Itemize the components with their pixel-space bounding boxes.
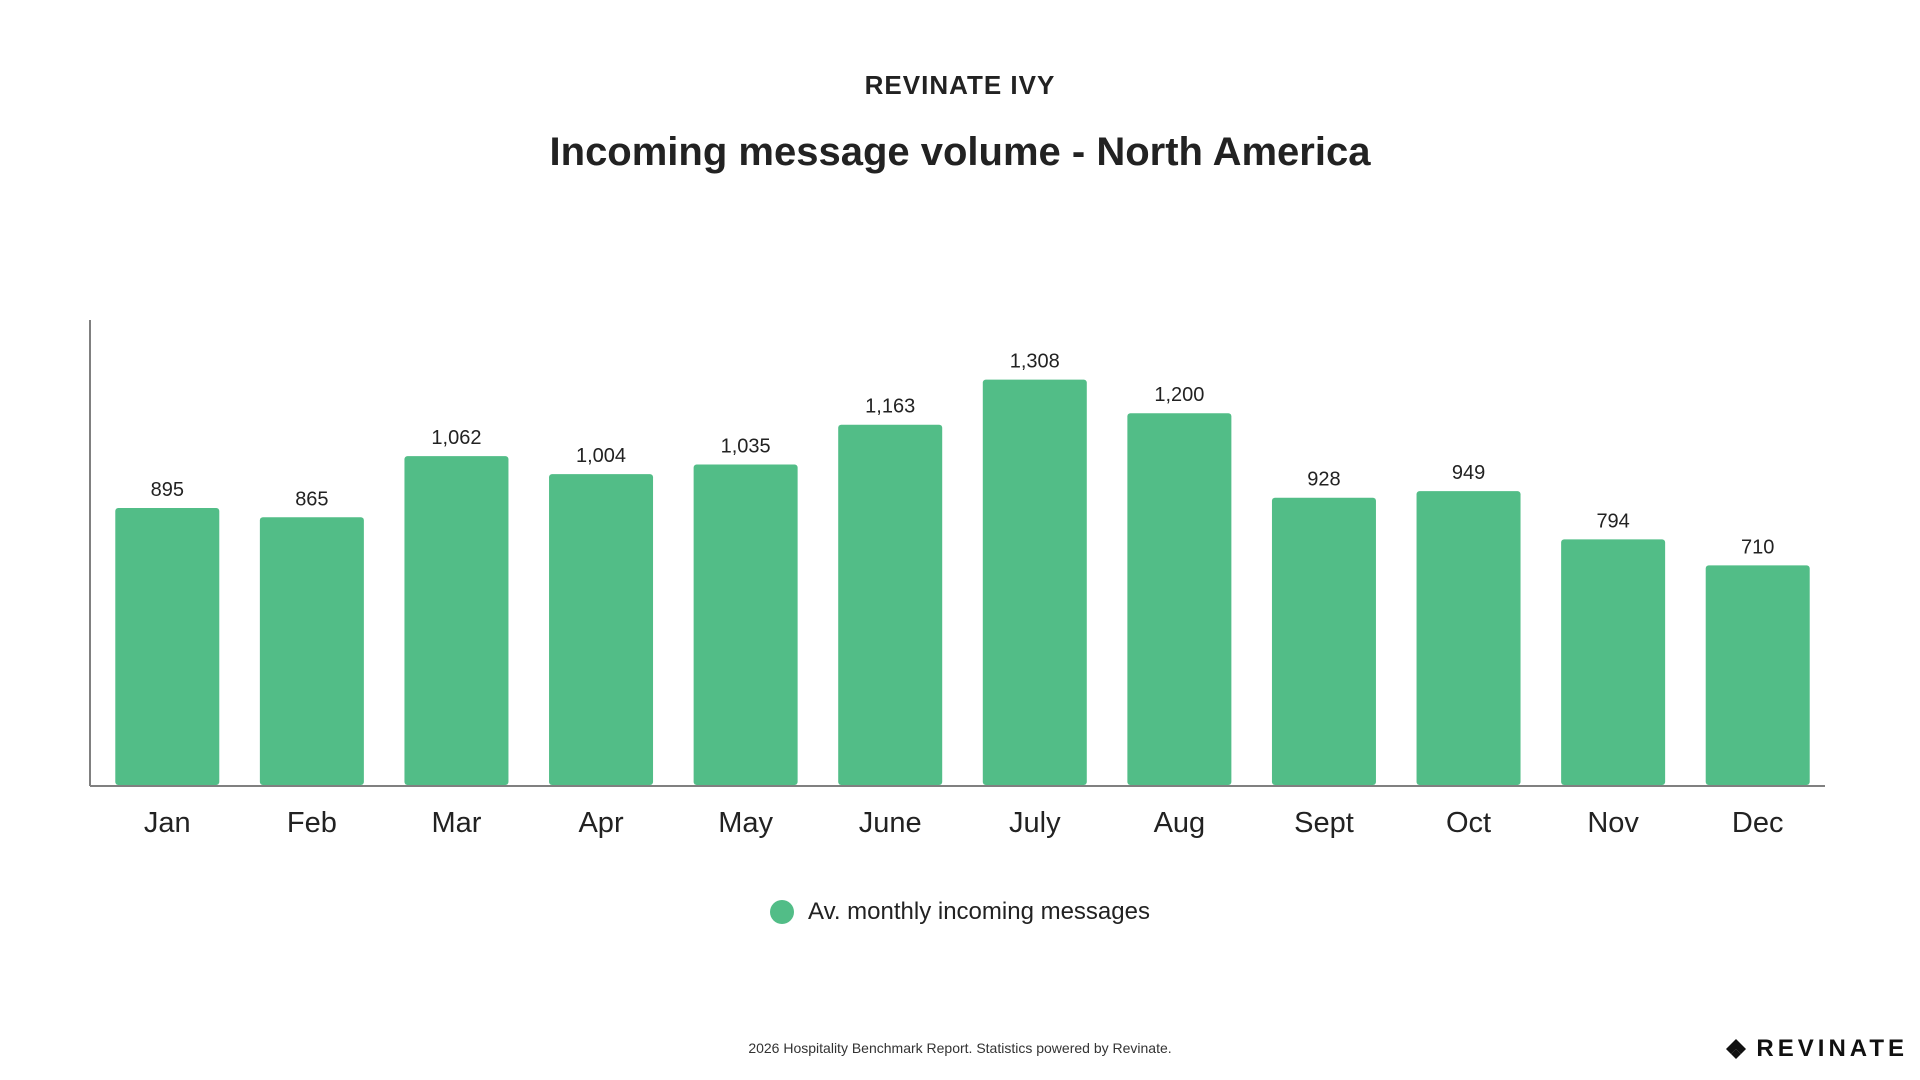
bar-may — [693, 464, 798, 785]
x-tick-label: June — [859, 807, 922, 839]
bar-mar — [404, 456, 509, 785]
bar-value-label: 1,308 — [1010, 351, 1060, 373]
x-tick-label: Aug — [1154, 807, 1206, 839]
bar-aug — [1127, 413, 1232, 785]
bar-value-label: 710 — [1741, 536, 1774, 558]
bar-value-label: 928 — [1307, 469, 1340, 491]
bars-group — [115, 379, 1810, 785]
chart-title: Incoming message volume - North America — [549, 130, 1371, 174]
bar-value-label: 949 — [1452, 462, 1485, 484]
bar-apr — [549, 474, 654, 785]
x-tick-label: Dec — [1732, 807, 1784, 839]
x-tick-label: Jan — [144, 807, 191, 839]
bar-value-label: 895 — [151, 479, 184, 501]
footer-logo-text: REVINATE — [1756, 1035, 1908, 1062]
chart-legend: Av. monthly incoming messages — [0, 898, 1920, 926]
bar-june — [838, 424, 943, 785]
legend-label: Av. monthly incoming messages — [808, 898, 1150, 925]
bar-nov — [1561, 539, 1666, 785]
x-tick-label: Apr — [578, 807, 623, 839]
legend-swatch — [770, 900, 795, 924]
bar-value-label: 1,004 — [576, 445, 626, 467]
x-tick-label: July — [1009, 807, 1061, 839]
bar-july — [982, 379, 1087, 785]
bar-value-label: 794 — [1596, 510, 1629, 532]
x-tick-labels-group: Jan Feb Mar Apr May June July Aug Sept Oct Nov Dec — [144, 807, 1784, 839]
x-tick-label: Mar — [431, 807, 481, 839]
bar-dec — [1705, 565, 1810, 785]
bar-sept — [1271, 497, 1376, 785]
footer-note: 2026 Hospitality Benchmark Report. Stati… — [748, 1040, 1172, 1056]
x-tick-label: Feb — [287, 807, 337, 839]
bar-feb — [259, 517, 364, 785]
bar-value-label: 865 — [295, 488, 328, 510]
bar-jan — [115, 507, 220, 785]
brand-heading: REVINATE IVY — [864, 70, 1056, 100]
x-tick-label: Nov — [1587, 807, 1639, 839]
revinate-logo-icon — [1726, 1039, 1747, 1059]
bar-oct — [1416, 491, 1521, 785]
footer-logo: REVINATE — [1724, 1035, 1908, 1063]
value-labels-group: 895 865 1,062 1,004 1,035 1,163 1,308 1,200 928 9… — [151, 351, 1775, 559]
bar-value-label: 1,200 — [1154, 384, 1204, 406]
bar-value-label: 1,035 — [721, 435, 771, 457]
x-tick-label: Sept — [1294, 807, 1354, 839]
x-tick-label: Oct — [1446, 807, 1491, 839]
bar-value-label: 1,062 — [431, 427, 481, 449]
bar-value-label: 1,163 — [865, 396, 915, 418]
x-tick-label: May — [718, 807, 773, 839]
